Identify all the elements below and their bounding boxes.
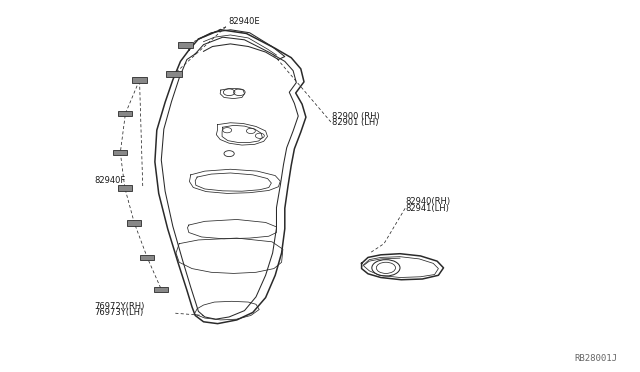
Polygon shape bbox=[127, 220, 141, 226]
Polygon shape bbox=[154, 286, 168, 292]
Text: 82940E: 82940E bbox=[228, 17, 260, 26]
Text: 82940(RH): 82940(RH) bbox=[405, 198, 451, 206]
Text: 82941(LH): 82941(LH) bbox=[405, 204, 449, 213]
Polygon shape bbox=[166, 71, 182, 77]
Text: 82940F: 82940F bbox=[95, 176, 126, 185]
Polygon shape bbox=[113, 150, 127, 155]
Polygon shape bbox=[140, 254, 154, 260]
Text: 82900 (RH): 82900 (RH) bbox=[332, 112, 380, 121]
Polygon shape bbox=[132, 77, 147, 83]
Text: 76973Y(LH): 76973Y(LH) bbox=[95, 308, 144, 317]
Polygon shape bbox=[118, 185, 132, 191]
Polygon shape bbox=[118, 110, 132, 116]
Polygon shape bbox=[178, 42, 193, 48]
Text: 76972Y(RH): 76972Y(RH) bbox=[95, 302, 145, 311]
Text: 82901 (LH): 82901 (LH) bbox=[332, 118, 378, 127]
Text: RB28001J: RB28001J bbox=[575, 354, 618, 363]
